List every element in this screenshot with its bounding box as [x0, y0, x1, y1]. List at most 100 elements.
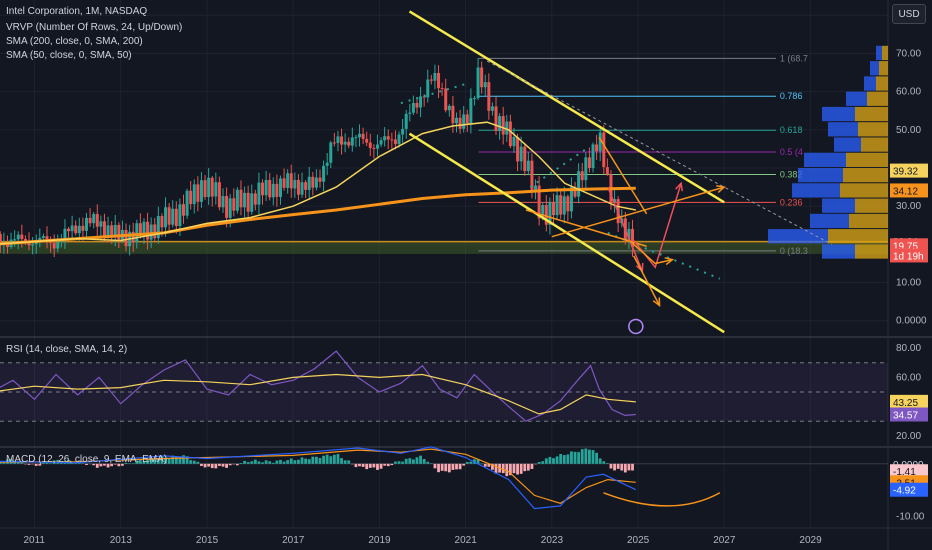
volume-profile-up-bar: [870, 61, 879, 76]
candle-body: [329, 142, 333, 163]
macd-histogram-bar: [156, 458, 160, 464]
candle-body: [605, 167, 609, 175]
candle-body: [304, 182, 308, 190]
macd-histogram-bar: [246, 462, 250, 464]
time-axis-label: 2025: [627, 535, 650, 546]
candle-body: [38, 237, 42, 241]
candle-body: [447, 105, 451, 111]
macd-histogram-bar: [343, 460, 347, 464]
macd-histogram-bar: [361, 463, 365, 467]
macd-histogram-bar: [336, 454, 340, 464]
macd-histogram-bar: [121, 463, 124, 466]
currency-button[interactable]: USD: [892, 4, 926, 24]
macd-histogram-bar: [627, 463, 631, 471]
volume-profile-down-bar: [849, 213, 888, 229]
macd-histogram-bar: [171, 455, 175, 464]
macd-histogram-bar: [429, 463, 433, 464]
candle-body: [192, 184, 196, 205]
fib-label: 0 (18.3: [780, 246, 808, 256]
macd-badge: -4.92: [893, 486, 916, 497]
macd-histogram-bar: [257, 461, 261, 464]
time-axis-label: 2023: [541, 535, 564, 546]
volume-profile-up-bar: [822, 106, 855, 122]
candle-body: [110, 225, 114, 237]
macd-histogram-bar: [602, 461, 606, 464]
orange-triangle-line: [598, 137, 648, 215]
orange-triangle-line: [525, 209, 647, 247]
macd-histogram-bar: [95, 463, 99, 468]
macd-badge-bg: [890, 464, 928, 479]
macd-histogram-bar: [376, 463, 379, 470]
orange-down-arrow-head: [652, 297, 661, 307]
candle-body: [562, 196, 566, 215]
candle-body: [23, 239, 27, 242]
macd-histogram-bar: [160, 456, 164, 464]
red-up-arrow-head: [675, 181, 684, 192]
candle-body: [580, 171, 584, 181]
rsi-orange-arrow-head: [716, 185, 726, 193]
macd-histogram-bar: [289, 458, 293, 464]
candle-body: [131, 231, 135, 243]
candle-body: [408, 112, 412, 114]
macd-histogram-bar: [315, 456, 318, 464]
candle-body: [13, 239, 17, 241]
price-badge: 1d 19h: [893, 251, 924, 262]
candle-body: [264, 179, 268, 196]
macd-histogram-bar: [523, 463, 527, 472]
candle-body: [472, 98, 476, 100]
rsi-line: [0, 350, 636, 422]
candle-body: [20, 234, 24, 240]
candle-body: [598, 132, 602, 152]
macd-histogram-bar: [386, 463, 390, 467]
volume-profile-up-bar: [768, 229, 828, 244]
volume-profile-up-bar: [804, 152, 846, 167]
fib-label: 0.786: [780, 91, 803, 101]
candle-body: [559, 195, 563, 215]
macd-histogram-bar: [203, 463, 207, 468]
candle-body: [455, 117, 459, 124]
candle-body: [444, 88, 448, 111]
time-axis-label: 2011: [23, 535, 45, 546]
candle-body: [487, 82, 491, 111]
macd-histogram-bar: [447, 463, 451, 473]
candle-body: [275, 183, 279, 197]
macd-histogram-bar: [516, 463, 519, 475]
macd-legend: MACD (12, 26, close, 9, EMA, EMA): [6, 454, 168, 465]
candle-body: [340, 136, 344, 145]
macd-histogram-bar: [465, 461, 469, 464]
macd-histogram-bar: [300, 457, 304, 464]
candle-body: [99, 221, 103, 227]
macd-histogram-bar: [548, 456, 552, 464]
rsi-ma-line: [0, 373, 636, 415]
candle-body: [253, 193, 257, 205]
candle-body: [401, 128, 405, 135]
macd-histogram-bar: [458, 463, 462, 470]
macd-histogram-bar: [167, 457, 171, 464]
candle-body: [135, 223, 139, 243]
macd-histogram-bar: [411, 459, 415, 464]
candle-body: [189, 190, 193, 205]
macd-histogram-bar: [232, 463, 236, 465]
macd-histogram-bar: [304, 458, 308, 464]
macd-histogram-bar: [207, 463, 211, 467]
macd-histogram-bar: [358, 463, 361, 467]
macd-histogram-bar: [404, 458, 408, 464]
macd-histogram-bar: [519, 463, 523, 474]
candle-body: [451, 105, 455, 124]
macd-histogram-bar: [88, 463, 92, 465]
time-axis-label: 2027: [713, 535, 736, 546]
time-axis-label: 2015: [196, 535, 219, 546]
candle-body: [52, 242, 56, 249]
indicator-vrvp-label: VRVP (Number Of Rows, 24, Up/Down): [6, 22, 183, 33]
candle-body: [505, 121, 509, 135]
price-axis-label: 0.0000: [896, 316, 927, 327]
price-axis-label: 60.00: [896, 87, 921, 98]
candle-body: [181, 204, 185, 216]
candle-body: [239, 189, 243, 208]
candle-body: [397, 134, 401, 145]
macd-histogram-bar: [200, 463, 203, 466]
rsi-axis-label: 60.00: [896, 372, 921, 383]
candle-body: [85, 217, 89, 231]
candle-body: [214, 182, 218, 197]
